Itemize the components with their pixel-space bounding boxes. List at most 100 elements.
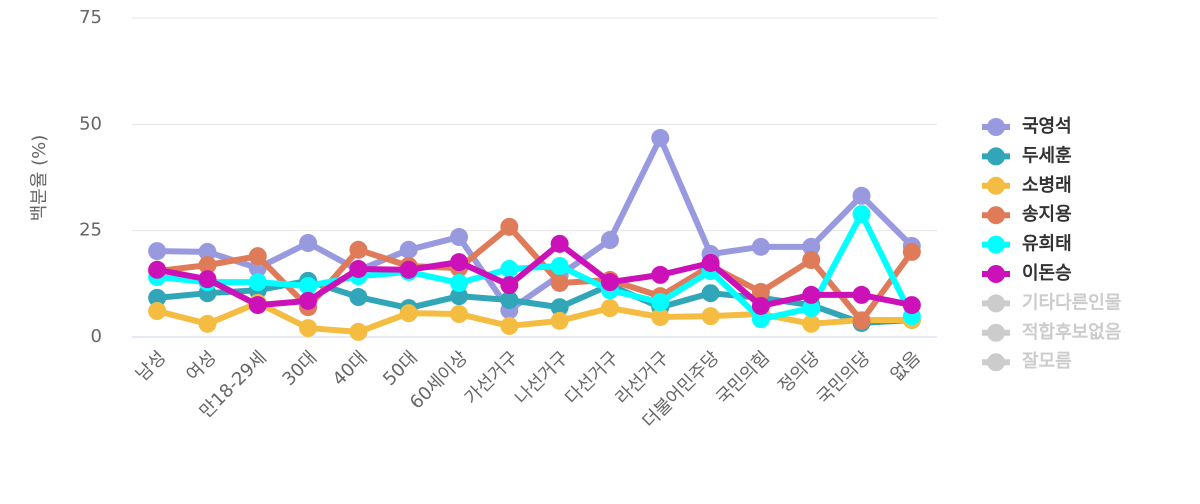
data-point <box>802 314 821 333</box>
y-axis-label: 백분율 (%) <box>29 135 50 222</box>
data-point <box>852 205 871 224</box>
legend-label: 소병래 <box>1022 175 1072 196</box>
legend-marker <box>987 176 1005 195</box>
series-line <box>157 134 914 314</box>
legend-marker <box>987 353 1005 372</box>
legend-label: 두세훈 <box>1022 144 1072 166</box>
data-point <box>651 128 670 147</box>
y-tick-label: 50 <box>79 113 102 134</box>
data-point <box>198 242 217 261</box>
data-point <box>198 256 217 275</box>
data-point <box>450 287 469 306</box>
y-tick-label: 25 <box>79 220 102 241</box>
data-point <box>198 270 217 289</box>
data-point <box>751 296 770 315</box>
data-point <box>751 237 770 256</box>
data-point <box>349 240 368 259</box>
data-point <box>550 256 569 275</box>
data-point <box>701 253 720 272</box>
x-tick-label: 국민의힘 <box>712 347 774 409</box>
x-tick-label: 50대 <box>379 347 422 390</box>
data-point <box>701 284 720 303</box>
data-point <box>550 298 569 317</box>
legend-label: 국영석 <box>1022 116 1072 137</box>
legend-marker <box>987 323 1005 342</box>
data-point <box>802 285 821 304</box>
series-line <box>156 299 912 335</box>
data-point <box>651 293 670 312</box>
data-point <box>450 305 469 324</box>
legend-marker <box>987 265 1005 283</box>
legend-marker <box>987 147 1005 166</box>
data-point <box>148 288 167 307</box>
data-point <box>500 316 519 335</box>
data-point <box>751 282 770 301</box>
x-tick-label: 남성 <box>132 347 170 385</box>
data-point <box>450 273 469 292</box>
data-point <box>299 276 318 295</box>
data-point <box>651 265 670 284</box>
legend-marker <box>987 118 1005 136</box>
data-point <box>450 253 469 272</box>
x-tick-label: 40대 <box>329 347 372 390</box>
data-point <box>600 299 619 318</box>
x-tick-label: 여성 <box>182 347 220 385</box>
data-point <box>299 319 318 338</box>
x-tick-label: 나선거구 <box>511 347 573 409</box>
data-point <box>299 291 318 310</box>
data-point <box>751 310 770 329</box>
data-point <box>500 217 519 236</box>
data-point <box>349 322 368 341</box>
x-tick-label: 다선거구 <box>561 347 623 409</box>
y-tick-label: 0 <box>91 326 102 347</box>
data-point <box>500 276 519 295</box>
data-point <box>600 231 619 250</box>
data-point <box>349 259 368 278</box>
data-point <box>399 304 418 323</box>
data-point <box>600 273 619 292</box>
data-point <box>550 311 569 330</box>
data-point <box>550 234 569 253</box>
y-tick-label: 75 <box>79 7 102 28</box>
data-point <box>148 260 167 279</box>
x-tick-label: 없음 <box>887 347 925 385</box>
legend-label: 유희태 <box>1022 234 1072 255</box>
data-point <box>248 273 267 292</box>
legend-label: 송지용 <box>1022 204 1072 225</box>
data-point <box>399 260 418 279</box>
data-point <box>802 237 821 256</box>
data-point <box>500 259 519 278</box>
data-point <box>701 307 720 326</box>
x-tick-label: 가선거구 <box>461 347 523 409</box>
data-point <box>852 186 871 205</box>
x-tick-label: 30대 <box>278 347 321 390</box>
data-point <box>651 308 670 327</box>
data-point <box>399 240 418 259</box>
legend-label: 잘모름 <box>1022 351 1072 372</box>
x-tick-label: 국민의당 <box>813 347 875 409</box>
legend-marker <box>987 294 1005 313</box>
data-point <box>248 247 267 266</box>
legend-label: 기타다른인물 <box>1022 292 1121 313</box>
legend-marker <box>987 235 1005 254</box>
data-point <box>852 285 871 304</box>
data-point <box>852 311 871 330</box>
data-point <box>349 288 368 307</box>
data-point <box>802 299 821 318</box>
data-point <box>802 251 821 270</box>
data-point <box>450 228 469 247</box>
data-point <box>550 273 569 292</box>
legend-marker <box>987 206 1005 225</box>
data-point <box>148 242 167 261</box>
series-line <box>156 240 913 309</box>
data-point <box>500 290 519 309</box>
data-point <box>148 302 167 321</box>
legend-label: 이돈승 <box>1022 263 1072 284</box>
data-point <box>902 296 921 315</box>
data-point <box>198 314 217 333</box>
data-point <box>299 234 318 253</box>
legend-label: 적합후보없음 <box>1022 321 1121 343</box>
data-point <box>902 242 921 261</box>
data-point <box>248 296 267 315</box>
